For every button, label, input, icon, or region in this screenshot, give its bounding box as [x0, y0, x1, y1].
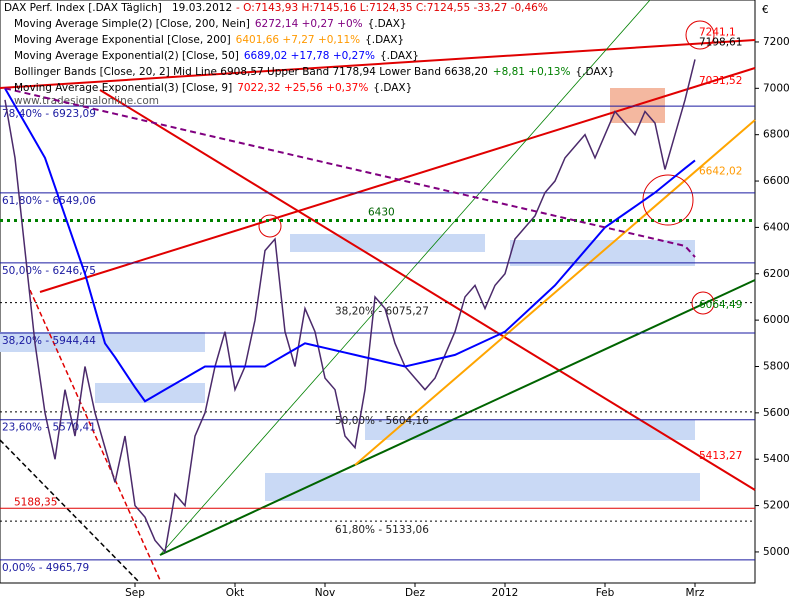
price-label: 7198,61 [699, 36, 742, 48]
y-tick-label: 6200 [763, 268, 790, 280]
x-tick-label: 2012 [492, 587, 519, 599]
fib-label: 38,20% - 5944,44 [2, 335, 96, 347]
series-line [4, 59, 696, 554]
indicator-values: 7022,32 +25,56 +0,37% [237, 82, 368, 94]
indicator-values: 6401,66 +7,27 +0,11% [236, 34, 360, 46]
trendline [0, 439, 141, 584]
stop-label: 5188,35 [14, 496, 57, 508]
trendline [99, 89, 756, 491]
indicator-name: Moving Average Simple(2) [Close, 200, Ne… [14, 18, 250, 30]
fib-label: 78,40% - 6923,09 [2, 108, 96, 120]
x-tick-label: Dez [405, 587, 426, 599]
indicator-name: Moving Average Exponential(3) [Close, 9] [14, 82, 232, 94]
y-tick-label: 6800 [763, 129, 790, 141]
y-tick-label: 7000 [763, 82, 790, 94]
y-tick-label: 5800 [763, 360, 790, 372]
indicator-name: Bollinger Bands [Close, 20, 2] Mid Line … [14, 66, 488, 78]
x-tick-label: Mrz [686, 587, 705, 599]
y-tick-label: 6600 [763, 175, 790, 187]
trendline [29, 289, 161, 581]
fib-label: 38,20% - 6075,27 [335, 306, 429, 318]
header-ohlc: - O:7143,93 H:7145,16 L:7124,35 C:7124,5… [236, 2, 548, 14]
y-tick-label: 6000 [763, 314, 790, 326]
fib-label: 61,80% - 6549,06 [2, 195, 96, 207]
indicator-suffix: {.DAX} [380, 50, 419, 62]
header-date: 19.03.2012 [172, 2, 232, 14]
zone [265, 473, 700, 501]
price-label: 6642,02 [699, 165, 742, 177]
header-title: DAX Perf. Index [.DAX Täglich] [4, 2, 162, 14]
indicator-values: 6272,14 +0,27 +0% [255, 18, 363, 30]
zone [365, 420, 695, 440]
fib-label: 0,00% - 4965,79 [2, 562, 89, 574]
price-label: 7031,52 [699, 75, 742, 87]
indicator-name: Moving Average Exponential [Close, 200] [14, 34, 231, 46]
price-label: 6064,49 [699, 299, 742, 311]
trendline [159, 0, 651, 556]
fib-label: 50,00% - 5604,16 [335, 415, 429, 427]
indicator-suffix: {.DAX} [368, 18, 407, 30]
drawing-tools [0, 0, 756, 584]
indicator-name: Moving Average Exponential(2) [Close, 50… [14, 50, 239, 62]
highlight-circle [685, 20, 715, 50]
x-tick-label: Feb [596, 587, 615, 599]
highlight-circle [258, 214, 282, 238]
fib-label: 50,00% - 6246,75 [2, 265, 96, 277]
y-tick-label: 5600 [763, 407, 790, 419]
indicator-suffix: {.DAX} [575, 66, 614, 78]
indicator-suffix: {.DAX} [373, 82, 412, 94]
indicator-values: 6689,02 +17,78 +0,27% [244, 50, 375, 62]
support-label: 6430 [368, 206, 395, 218]
indicator-suffix: {.DAX} [365, 34, 404, 46]
trendline [0, 39, 756, 89]
x-tick-label: Okt [226, 587, 244, 599]
y-tick-label: 5400 [763, 453, 790, 465]
x-tick-label: Nov [315, 587, 336, 599]
trendline [354, 119, 756, 466]
zone [510, 240, 695, 266]
zone [290, 234, 485, 252]
price-label: 7241,1 [699, 26, 736, 38]
watermark: www.tradesignalonline.com [14, 95, 159, 107]
y-tick-label: 6400 [763, 221, 790, 233]
trendline [159, 279, 756, 556]
series-line [4, 87, 696, 403]
y-tick-label: 5000 [763, 546, 790, 558]
x-tick-label: Sep [125, 587, 145, 599]
currency: € [762, 4, 769, 16]
y-tick-label: 7200 [763, 36, 790, 48]
zone [95, 383, 205, 403]
series-line [4, 87, 696, 258]
price-label: 5413,27 [699, 450, 742, 462]
indicator-values: +8,81 +0,13% [493, 66, 571, 78]
fib-label: 61,80% - 5133,06 [335, 524, 429, 536]
y-tick-label: 5200 [763, 500, 790, 512]
